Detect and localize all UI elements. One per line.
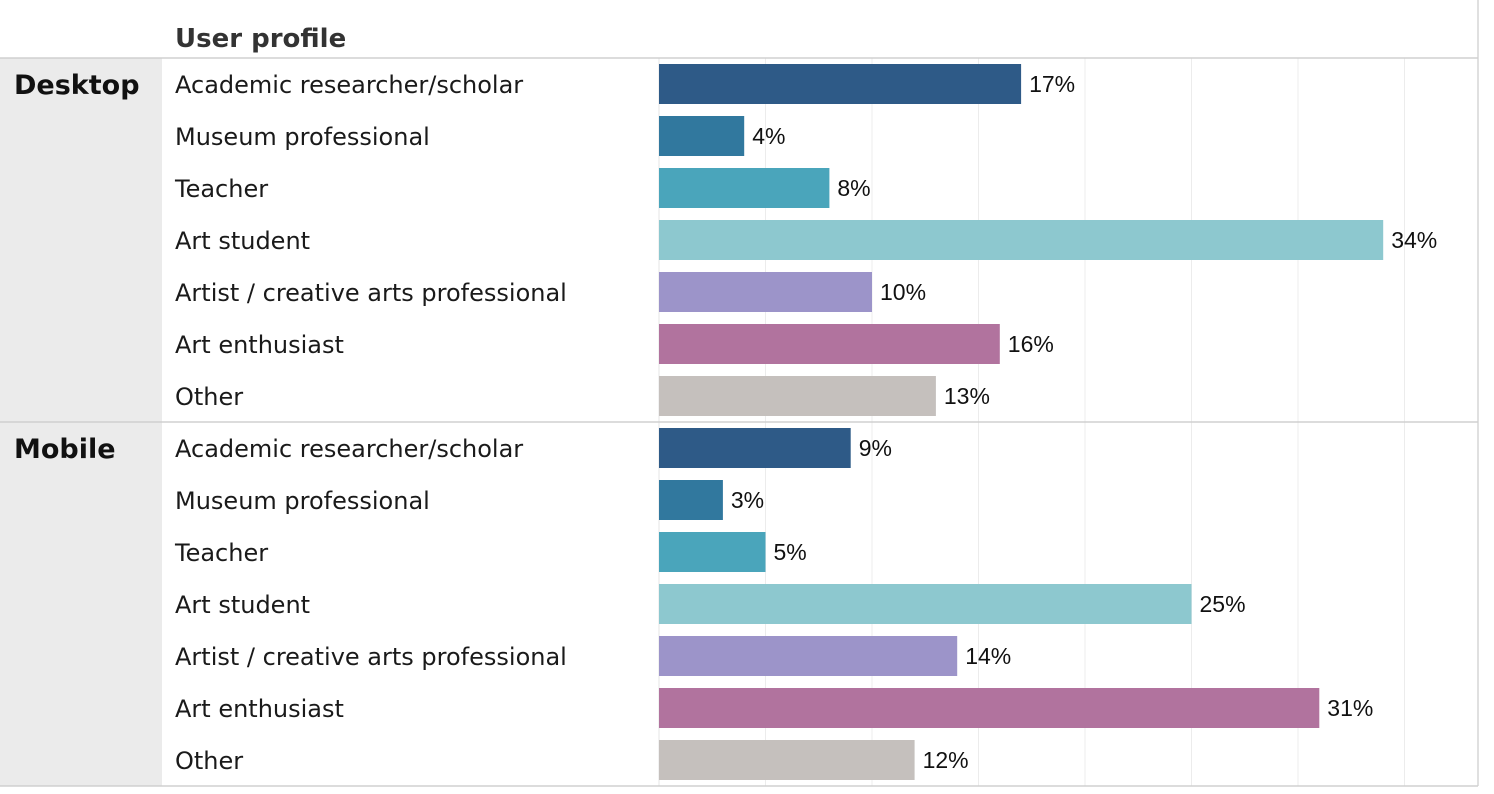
bar (659, 636, 958, 676)
group-label-background (0, 422, 162, 786)
bar (659, 428, 851, 468)
bar (659, 220, 1384, 260)
data-label: 13% (944, 383, 990, 409)
category-label: Art student (175, 591, 310, 619)
bar (659, 584, 1192, 624)
data-label: 25% (1200, 591, 1246, 617)
bar (659, 324, 1000, 364)
category-label: Art enthusiast (175, 331, 344, 359)
bar (659, 480, 723, 520)
data-label: 34% (1391, 227, 1437, 253)
category-label: Art enthusiast (175, 695, 344, 723)
group-label: Desktop (14, 70, 140, 101)
chart-background (0, 58, 162, 786)
bar (659, 376, 936, 416)
column-header: User profile (175, 24, 346, 54)
data-label: 10% (880, 279, 926, 305)
category-label: Artist / creative arts professional (175, 643, 567, 671)
bar (659, 116, 745, 156)
labels: Desktop Academic researcher/scholar 17% Mus… (14, 70, 1437, 775)
data-label: 5% (774, 539, 807, 565)
bar (659, 740, 915, 780)
data-label: 4% (752, 123, 785, 149)
category-label: Museum professional (175, 123, 430, 151)
group-label: Mobile (14, 434, 116, 465)
category-label: Teacher (174, 539, 268, 567)
group-label-background (0, 58, 162, 422)
data-label: 17% (1029, 71, 1075, 97)
bar (659, 688, 1320, 728)
category-label: Teacher (174, 175, 268, 203)
data-label: 9% (859, 435, 892, 461)
category-label: Other (175, 383, 243, 411)
data-label: 31% (1327, 695, 1373, 721)
category-label: Academic researcher/scholar (175, 435, 523, 463)
category-label: Other (175, 747, 243, 775)
bar (659, 532, 766, 572)
data-label: 12% (923, 747, 969, 773)
data-label: 16% (1008, 331, 1054, 357)
category-label: Art student (175, 227, 310, 255)
bar (659, 64, 1022, 104)
category-label: Museum professional (175, 487, 430, 515)
data-label: 8% (837, 175, 870, 201)
category-label: Artist / creative arts professional (175, 279, 567, 307)
bar (659, 168, 830, 208)
data-label: 14% (965, 643, 1011, 669)
data-label: 3% (731, 487, 764, 513)
bar (659, 272, 872, 312)
bars (659, 64, 1384, 780)
category-label: Academic researcher/scholar (175, 71, 523, 99)
